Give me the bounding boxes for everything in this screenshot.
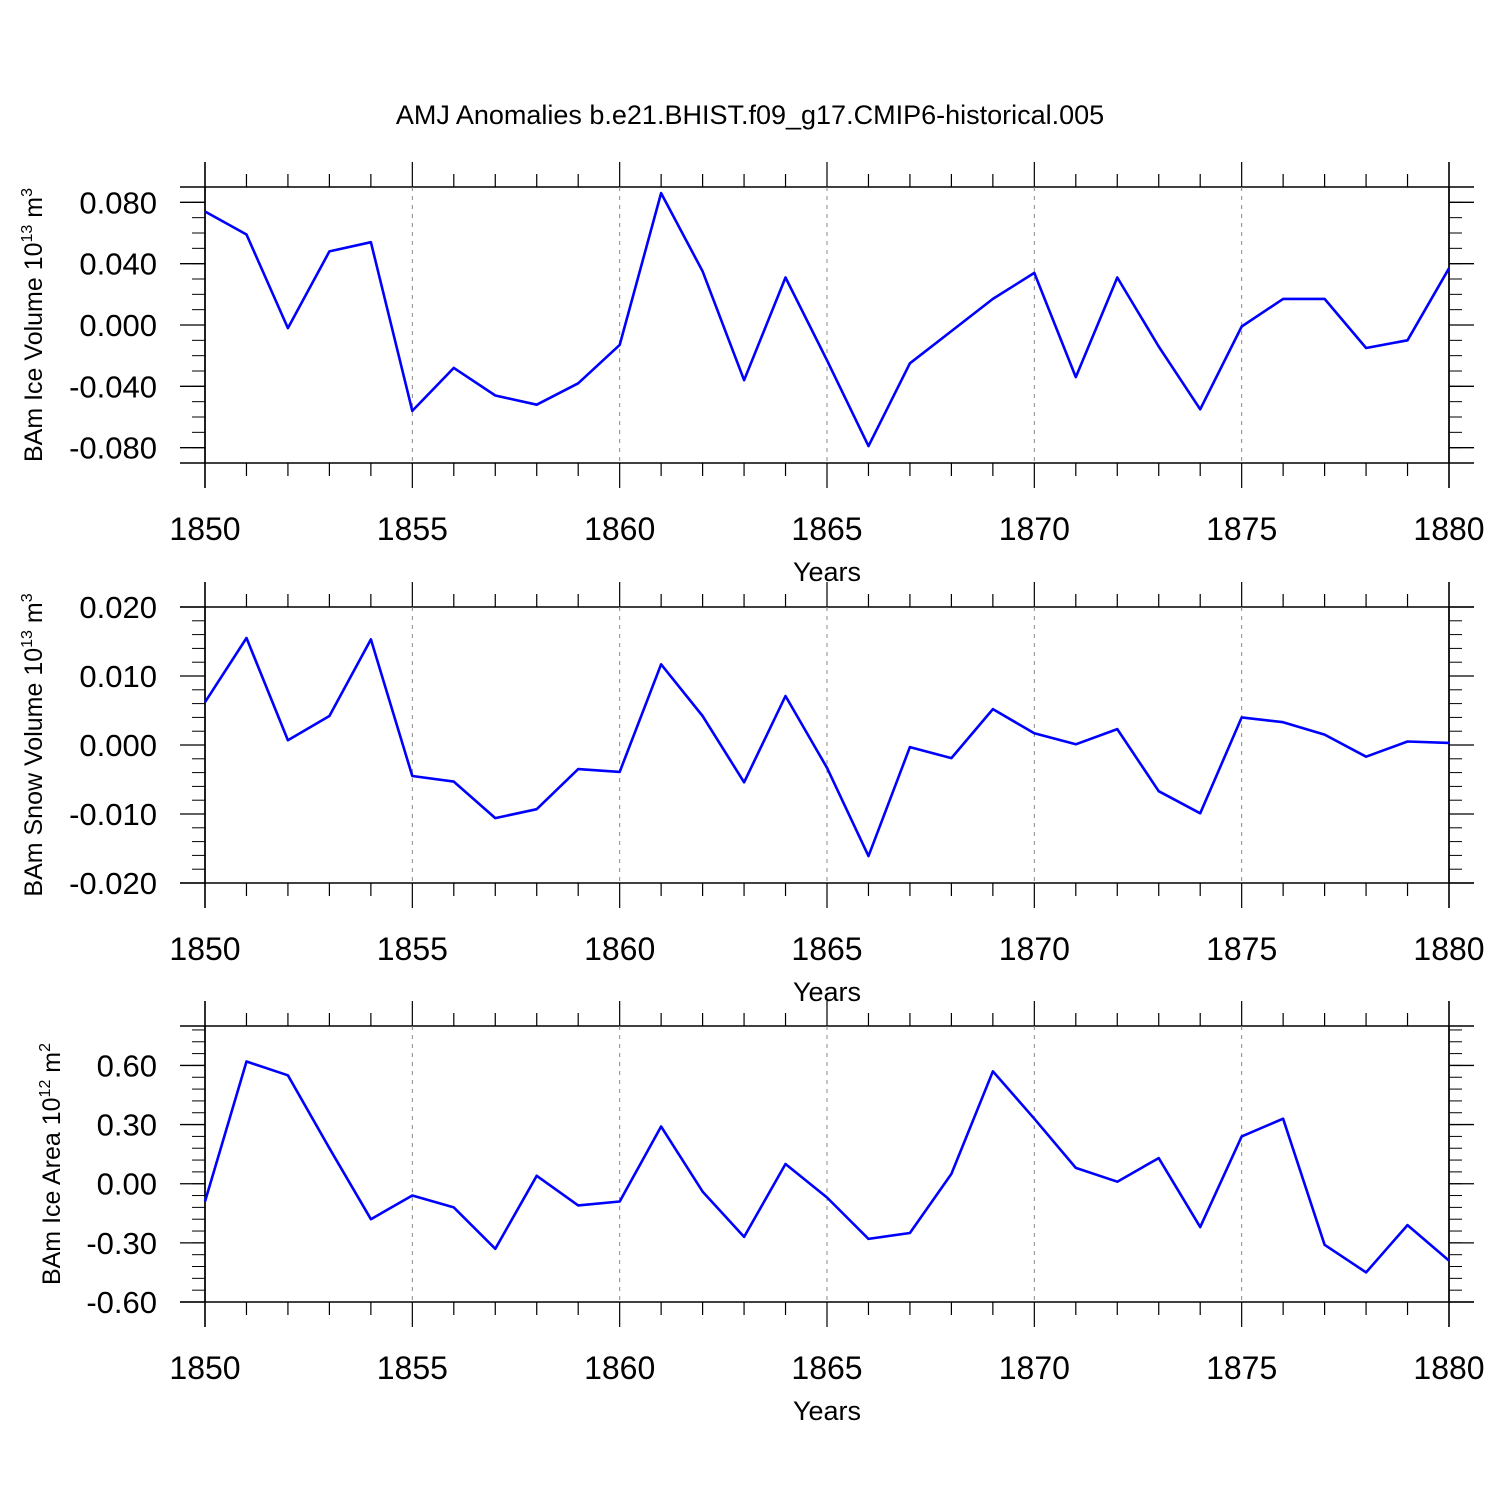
panel-2-y-axis-label-main: BAm Snow Volume 10 <box>20 648 48 897</box>
panel-1-y-axis-label-unit-exponent: 3 <box>19 188 36 197</box>
panel-3-y-axis-label-unit: m <box>38 1052 66 1080</box>
panel-3-y-tick-label: -0.60 <box>86 1285 157 1320</box>
panel-3-y-tick-label: 0.30 <box>97 1108 157 1143</box>
panel-1-y-axis-label-main: BAm Ice Volume 10 <box>20 242 48 462</box>
panel-3-y-tick-label: 0.00 <box>97 1167 157 1202</box>
panel-3-series-line <box>203 1060 1450 1274</box>
panel-2-y-tick-label: 0.020 <box>79 590 157 625</box>
panel-1-y-tick-label: 0.000 <box>79 308 157 343</box>
panel-3-y-tick-label: -0.30 <box>86 1226 157 1261</box>
panel-1-y-axis-label-exponent: 13 <box>19 225 36 243</box>
panel-2-series-line <box>203 636 1450 858</box>
panel-2-y-tick-label: -0.010 <box>69 797 157 832</box>
panel-3-x-tick-label: 1875 <box>1206 1350 1277 1386</box>
panel-2-x-tick-label: 1865 <box>791 931 862 967</box>
panel-3-y-axis-label: BAm Ice Area 1012 m2 <box>37 1043 66 1285</box>
panel-2-x-tick-label: 1875 <box>1206 931 1277 967</box>
panel-3-x-tick-label: 1880 <box>1413 1350 1484 1386</box>
panel-3-x-tick-label: 1850 <box>169 1350 240 1386</box>
panel-3-x-tick-label: 1860 <box>584 1350 655 1386</box>
panel-2-y-tick-label: 0.010 <box>79 659 157 694</box>
panel-2-x-tick-label: 1880 <box>1413 931 1484 967</box>
panel-2-y-axis-label: BAm Snow Volume 1013 m3 <box>19 593 48 896</box>
panel-3-x-axis-label: Years <box>793 1396 861 1426</box>
panel-1-y-tick-label: 0.080 <box>79 185 157 220</box>
panel-3-y-axis-label-unit-exponent: 2 <box>37 1043 54 1052</box>
panel-1-x-tick-label: 1870 <box>999 511 1070 547</box>
panel-1-x-tick-label: 1860 <box>584 511 655 547</box>
figure-title: AMJ Anomalies b.e21.BHIST.f09_g17.CMIP6-… <box>396 100 1104 130</box>
panel-2-y-tick-label: -0.020 <box>69 866 157 901</box>
panel-3-y-tick-label: 0.60 <box>97 1048 157 1083</box>
panel-2-y-axis-label-unit-exponent: 3 <box>19 593 36 602</box>
panel-2-x-tick-label: 1850 <box>169 931 240 967</box>
panel-1-x-tick-label: 1855 <box>377 511 448 547</box>
panel-3-x-tick-label: 1865 <box>791 1350 862 1386</box>
panel-2-x-tick-label: 1860 <box>584 931 655 967</box>
panel-1-x-tick-label: 1865 <box>791 511 862 547</box>
panel-1-y-axis-label-unit: m <box>20 197 48 225</box>
panel-2-y-axis-label-exponent: 13 <box>19 630 36 648</box>
panel-1-y-axis-label: BAm Ice Volume 1013 m3 <box>19 188 48 462</box>
panel-3-x-tick-label: 1855 <box>377 1350 448 1386</box>
panel-1-y-tick-label: 0.040 <box>79 247 157 282</box>
panel-1-series-line <box>204 191 1451 448</box>
panel-2-x-tick-label: 1855 <box>377 931 448 967</box>
panel-1-y-tick-label: -0.080 <box>69 431 157 466</box>
panel-3-x-tick-label: 1870 <box>999 1350 1070 1386</box>
panel-1-x-tick-label: 1880 <box>1413 511 1484 547</box>
panel-2-y-tick-label: 0.000 <box>79 728 157 763</box>
panel-3-y-axis-label-main: BAm Ice Area 10 <box>38 1097 66 1285</box>
panel-3-y-axis-label-exponent: 12 <box>37 1080 54 1098</box>
panel-1-x-tick-label: 1875 <box>1206 511 1277 547</box>
panel-2-x-tick-label: 1870 <box>999 931 1070 967</box>
panel-1-x-tick-label: 1850 <box>169 511 240 547</box>
panel-1-y-tick-label: -0.040 <box>69 369 157 404</box>
panel-2-y-axis-label-unit: m <box>20 602 48 630</box>
